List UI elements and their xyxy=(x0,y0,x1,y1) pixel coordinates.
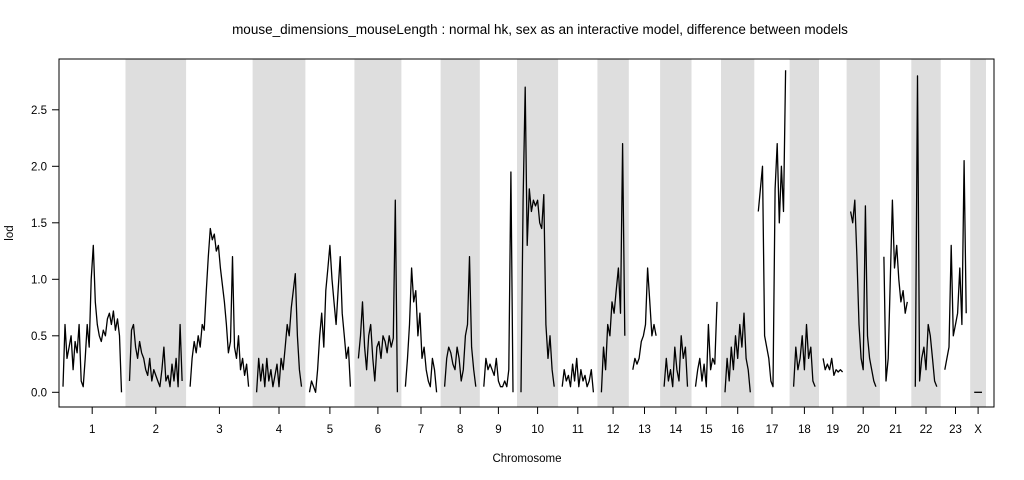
chromosome-band-8 xyxy=(440,59,480,407)
chromosome-bands xyxy=(125,59,986,407)
x-tick-label-13: 13 xyxy=(638,424,651,436)
lod-line-chr-16 xyxy=(724,312,751,393)
lod-line-chr-1 xyxy=(62,244,123,393)
chromosome-band-X xyxy=(970,59,986,407)
x-tick-label-8: 8 xyxy=(457,424,463,436)
x-tick-label-21: 21 xyxy=(889,424,902,436)
x-tick-label-10: 10 xyxy=(531,424,544,436)
x-tick-label-5: 5 xyxy=(327,424,333,436)
x-tick-label-22: 22 xyxy=(920,424,933,436)
lod-line-chr-18 xyxy=(792,323,816,387)
x-tick-label-X: X xyxy=(974,424,982,436)
plot-frame xyxy=(58,58,995,408)
chart-title: mouse_dimensions_mouseLength : normal hk… xyxy=(232,22,848,37)
x-tick-label-11: 11 xyxy=(572,424,584,436)
lod-line-chr-10 xyxy=(520,86,555,393)
chromosome-band-2 xyxy=(125,59,187,407)
lod-line-chr-5 xyxy=(308,244,352,393)
y-tick-label-0.0: 0.0 xyxy=(31,387,47,399)
chromosome-band-6 xyxy=(354,59,402,407)
lod-line-chr-6 xyxy=(357,199,399,393)
x-tick-label-6: 6 xyxy=(375,424,381,436)
lod-profile xyxy=(62,70,982,393)
lod-line-chr-12 xyxy=(600,143,626,393)
x-tick-label-17: 17 xyxy=(766,424,779,436)
x-tick-label-16: 16 xyxy=(731,424,744,436)
lod-line-chr-17 xyxy=(757,70,787,388)
lod-line-chr-20 xyxy=(849,199,877,387)
x-tick-label-2: 2 xyxy=(153,424,159,436)
lod-line-chr-21 xyxy=(883,199,908,382)
lod-line-chr-13 xyxy=(632,267,657,370)
x-tick-label-19: 19 xyxy=(826,424,839,436)
x-tick-label-7: 7 xyxy=(418,424,424,436)
lod-line-chr-23 xyxy=(944,160,967,370)
lod-line-chr-8 xyxy=(443,256,477,387)
y-tick-label-2.0: 2.0 xyxy=(31,161,47,173)
lod-line-chr-4 xyxy=(255,273,303,393)
lod-line-chr-14 xyxy=(663,335,689,388)
lod-line-chr-11 xyxy=(561,357,595,393)
lod-line-chr-22 xyxy=(914,75,938,387)
x-tick-label-1: 1 xyxy=(89,424,95,436)
y-tick-label-2.5: 2.5 xyxy=(31,105,47,117)
x-tick-label-14: 14 xyxy=(669,424,682,436)
x-tick-label-18: 18 xyxy=(798,424,811,436)
y-tick-label-0.5: 0.5 xyxy=(31,331,47,343)
x-tick-label-23: 23 xyxy=(949,424,962,436)
x-tick-label-9: 9 xyxy=(495,424,501,436)
lod-line-chr-15 xyxy=(694,301,718,388)
x-tick-label-15: 15 xyxy=(700,424,713,436)
lod-line-chr-9 xyxy=(483,171,514,393)
y-tick-label-1.5: 1.5 xyxy=(31,218,47,230)
x-tick-label-20: 20 xyxy=(857,424,870,436)
y-axis: 0.0 0.5 1.0 1.5 2.0 2.5 xyxy=(31,105,59,399)
chromosome-band-14 xyxy=(660,59,692,407)
y-tick-label-1.0: 1.0 xyxy=(31,274,47,286)
x-tick-label-3: 3 xyxy=(216,424,222,436)
lod-line-chr-2 xyxy=(128,323,183,388)
x-axis: 1 2 3 4 5 6 7 8 9 10 11 12 13 14 15 16 17 18 19 20 21 22 23 X xyxy=(89,407,982,436)
lod-line-chr-7 xyxy=(404,267,438,393)
x-axis-label: Chromosome xyxy=(492,453,561,465)
y-axis-label: lod xyxy=(4,225,16,240)
lod-line-chr-3 xyxy=(189,227,250,387)
chromosome-band-4 xyxy=(252,59,306,407)
lod-line-chr-19 xyxy=(822,357,844,377)
chromosome-band-18 xyxy=(789,59,819,407)
x-tick-label-12: 12 xyxy=(607,424,620,436)
x-tick-label-4: 4 xyxy=(276,424,283,436)
